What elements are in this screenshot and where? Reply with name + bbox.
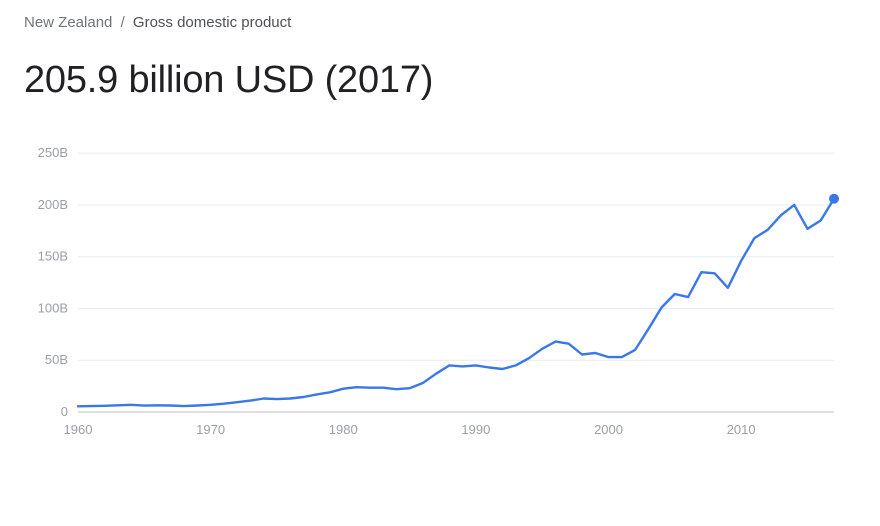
x-tick-label: 1980 bbox=[329, 422, 358, 437]
y-tick-label: 200B bbox=[38, 197, 68, 212]
x-tick-label: 1990 bbox=[461, 422, 490, 437]
y-tick-label: 100B bbox=[38, 300, 68, 315]
breadcrumb: New Zealand / Gross domestic product bbox=[24, 14, 856, 31]
y-tick-label: 250B bbox=[38, 145, 68, 160]
chart-end-marker bbox=[829, 194, 839, 204]
x-tick-label: 1970 bbox=[196, 422, 225, 437]
x-tick-label: 2010 bbox=[727, 422, 756, 437]
gdp-line-chart: 0 50B 100B 150B 200B 250B 1960 1970 1980 1990 2000… bbox=[24, 142, 844, 452]
chart-svg: 0 50B 100B 150B 200B 250B 1960 1970 1980 1990 2000… bbox=[24, 142, 844, 452]
breadcrumb-current: Gross domestic product bbox=[133, 14, 291, 31]
x-tick-label: 1960 bbox=[64, 422, 93, 437]
chart-series-line bbox=[78, 199, 834, 407]
breadcrumb-separator: / bbox=[121, 14, 125, 31]
y-tick-label: 50B bbox=[45, 352, 68, 367]
x-tick-label: 2000 bbox=[594, 422, 623, 437]
y-tick-label: 150B bbox=[38, 249, 68, 264]
breadcrumb-link-country[interactable]: New Zealand bbox=[24, 14, 112, 31]
headline-value: 205.9 billion USD (2017) bbox=[24, 59, 856, 102]
y-tick-label: 0 bbox=[61, 404, 68, 419]
